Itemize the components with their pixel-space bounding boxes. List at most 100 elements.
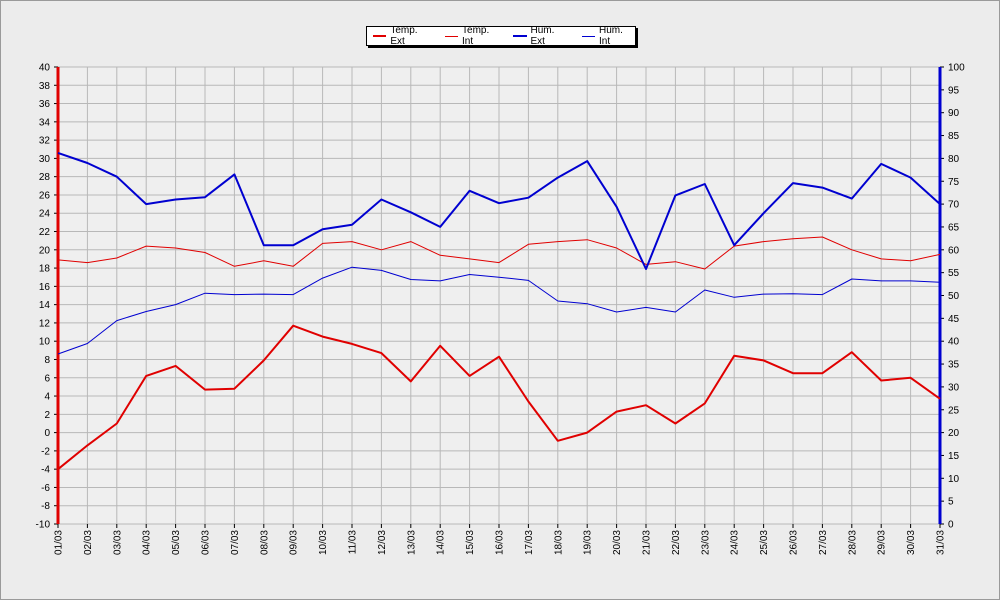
legend: Temp. Ext Temp. Int Hum. Ext Hum. Int	[366, 25, 636, 47]
legend-label: Hum. Ext	[530, 25, 555, 47]
y-tick-label-right: 5	[948, 497, 954, 508]
legend-label: Hum. Int	[599, 25, 623, 47]
y-tick-label-left: 0	[44, 428, 50, 439]
y-tick-label-right: 0	[948, 520, 954, 531]
legend-swatch	[513, 35, 527, 37]
y-tick-label-right: 90	[948, 108, 960, 119]
y-tick-label-left: 8	[44, 355, 50, 366]
y-tick-label-right: 50	[948, 291, 960, 302]
x-tick-label: 14/03	[436, 530, 447, 555]
y-tick-label-right: 100	[948, 63, 965, 74]
y-tick-label-right: 65	[948, 222, 960, 233]
series-line-hum-ext	[57, 151, 941, 270]
series-lines	[57, 151, 941, 470]
legend-item-hum-int: Hum. Int	[581, 25, 635, 47]
x-tick-label: 22/03	[671, 530, 682, 555]
legend-swatch	[444, 35, 459, 37]
y-tick-label-left: 24	[39, 209, 51, 220]
y-tick-label-left: 20	[39, 245, 51, 256]
y-tick-label-right: 40	[948, 337, 960, 348]
x-tick-label: 24/03	[730, 530, 741, 555]
y-tick-label-right: 95	[948, 85, 960, 96]
legend-swatch	[581, 35, 596, 37]
x-tick-label: 20/03	[612, 530, 623, 555]
series-line-hum-int	[57, 266, 941, 355]
x-tick-label: 03/03	[112, 530, 123, 555]
x-tick-label: 11/03	[348, 530, 359, 555]
x-tick-label: 25/03	[759, 530, 770, 555]
y-tick-label-left: 16	[39, 282, 51, 293]
x-tick-label: 18/03	[553, 530, 564, 555]
y-tick-label-left: -2	[41, 446, 50, 457]
y-tick-label-right: 35	[948, 360, 960, 371]
x-tick-label: 30/03	[906, 530, 917, 555]
x-tick-label: 31/03	[936, 530, 947, 555]
y-tick-label-left: 26	[39, 190, 51, 201]
y-tick-label-right: 85	[948, 131, 960, 142]
x-tick-label: 02/03	[83, 530, 94, 555]
x-tick-label: 26/03	[789, 530, 800, 555]
x-tick-label: 06/03	[201, 530, 212, 555]
legend-label: Temp. Int	[462, 25, 490, 47]
y-tick-label-right: 55	[948, 268, 960, 279]
y-tick-label-left: -8	[41, 501, 50, 512]
y-tick-label-right: 70	[948, 200, 960, 211]
y-tick-label-left: 14	[39, 300, 51, 311]
x-tick-label: 09/03	[289, 530, 300, 555]
legend-swatch	[373, 35, 387, 37]
y-tick-label-left: 38	[39, 81, 51, 92]
x-tick-label: 29/03	[877, 530, 888, 555]
y-tick-label-right: 80	[948, 154, 960, 165]
x-tick-label: 15/03	[465, 530, 476, 555]
x-tick-label: 28/03	[847, 530, 858, 555]
legend-item-temp-ext: Temp. Ext	[373, 25, 433, 47]
legend-item-temp-int: Temp. Int	[444, 25, 502, 47]
x-tick-label: 08/03	[259, 530, 270, 555]
x-tick-label: 21/03	[642, 530, 653, 555]
x-tick-label: 13/03	[406, 530, 417, 555]
x-tick-label: 17/03	[524, 530, 535, 555]
y-tick-label-left: 30	[39, 154, 51, 165]
y-tick-label-left: 40	[39, 63, 51, 74]
y-tick-label-left: 34	[39, 117, 51, 128]
x-tick-label: 04/03	[142, 530, 153, 555]
x-tick-label: 27/03	[818, 530, 829, 555]
y-tick-label-left: -4	[41, 465, 50, 476]
y-tick-label-right: 30	[948, 382, 960, 393]
y-tick-label-left: 18	[39, 264, 51, 275]
y-tick-label-left: 32	[39, 136, 51, 147]
y-tick-label-left: -10	[36, 520, 51, 531]
y-tick-label-left: 28	[39, 172, 51, 183]
legend-item-hum-ext: Hum. Ext	[513, 25, 570, 47]
y-tick-label-right: 15	[948, 451, 960, 462]
y-tick-label-left: 2	[44, 410, 50, 421]
y-tick-label-left: 6	[44, 373, 50, 384]
y-tick-label-right: 20	[948, 428, 960, 439]
y-tick-label-left: 12	[39, 318, 51, 329]
x-tick-label: 23/03	[700, 530, 711, 555]
x-tick-label: 19/03	[583, 530, 594, 555]
y-tick-label-left: -6	[41, 483, 50, 494]
y-tick-label-left: 36	[39, 99, 51, 110]
y-tick-label-right: 75	[948, 177, 960, 188]
x-tick-label: 07/03	[230, 530, 241, 555]
y-tick-label-right: 25	[948, 405, 960, 416]
y-tick-label-left: 10	[39, 337, 51, 348]
tick-labels: -10-8-6-4-202468101214161820222426283032…	[36, 63, 966, 556]
x-tick-label: 05/03	[171, 530, 182, 555]
legend-label: Temp. Ext	[390, 25, 418, 47]
y-tick-label-right: 45	[948, 314, 960, 325]
x-tick-label: 12/03	[377, 530, 388, 555]
grid-lines	[57, 66, 941, 525]
y-tick-label-left: 4	[44, 392, 50, 403]
x-tick-label: 10/03	[318, 530, 329, 555]
series-line-temp-ext	[57, 324, 941, 470]
y-tick-label-right: 10	[948, 474, 960, 485]
x-tick-label: 16/03	[495, 530, 506, 555]
y-tick-label-left: 22	[39, 227, 51, 238]
series-line-temp-int	[57, 236, 941, 270]
axes	[54, 66, 944, 528]
y-tick-label-right: 60	[948, 245, 960, 256]
x-tick-label: 01/03	[54, 530, 65, 555]
